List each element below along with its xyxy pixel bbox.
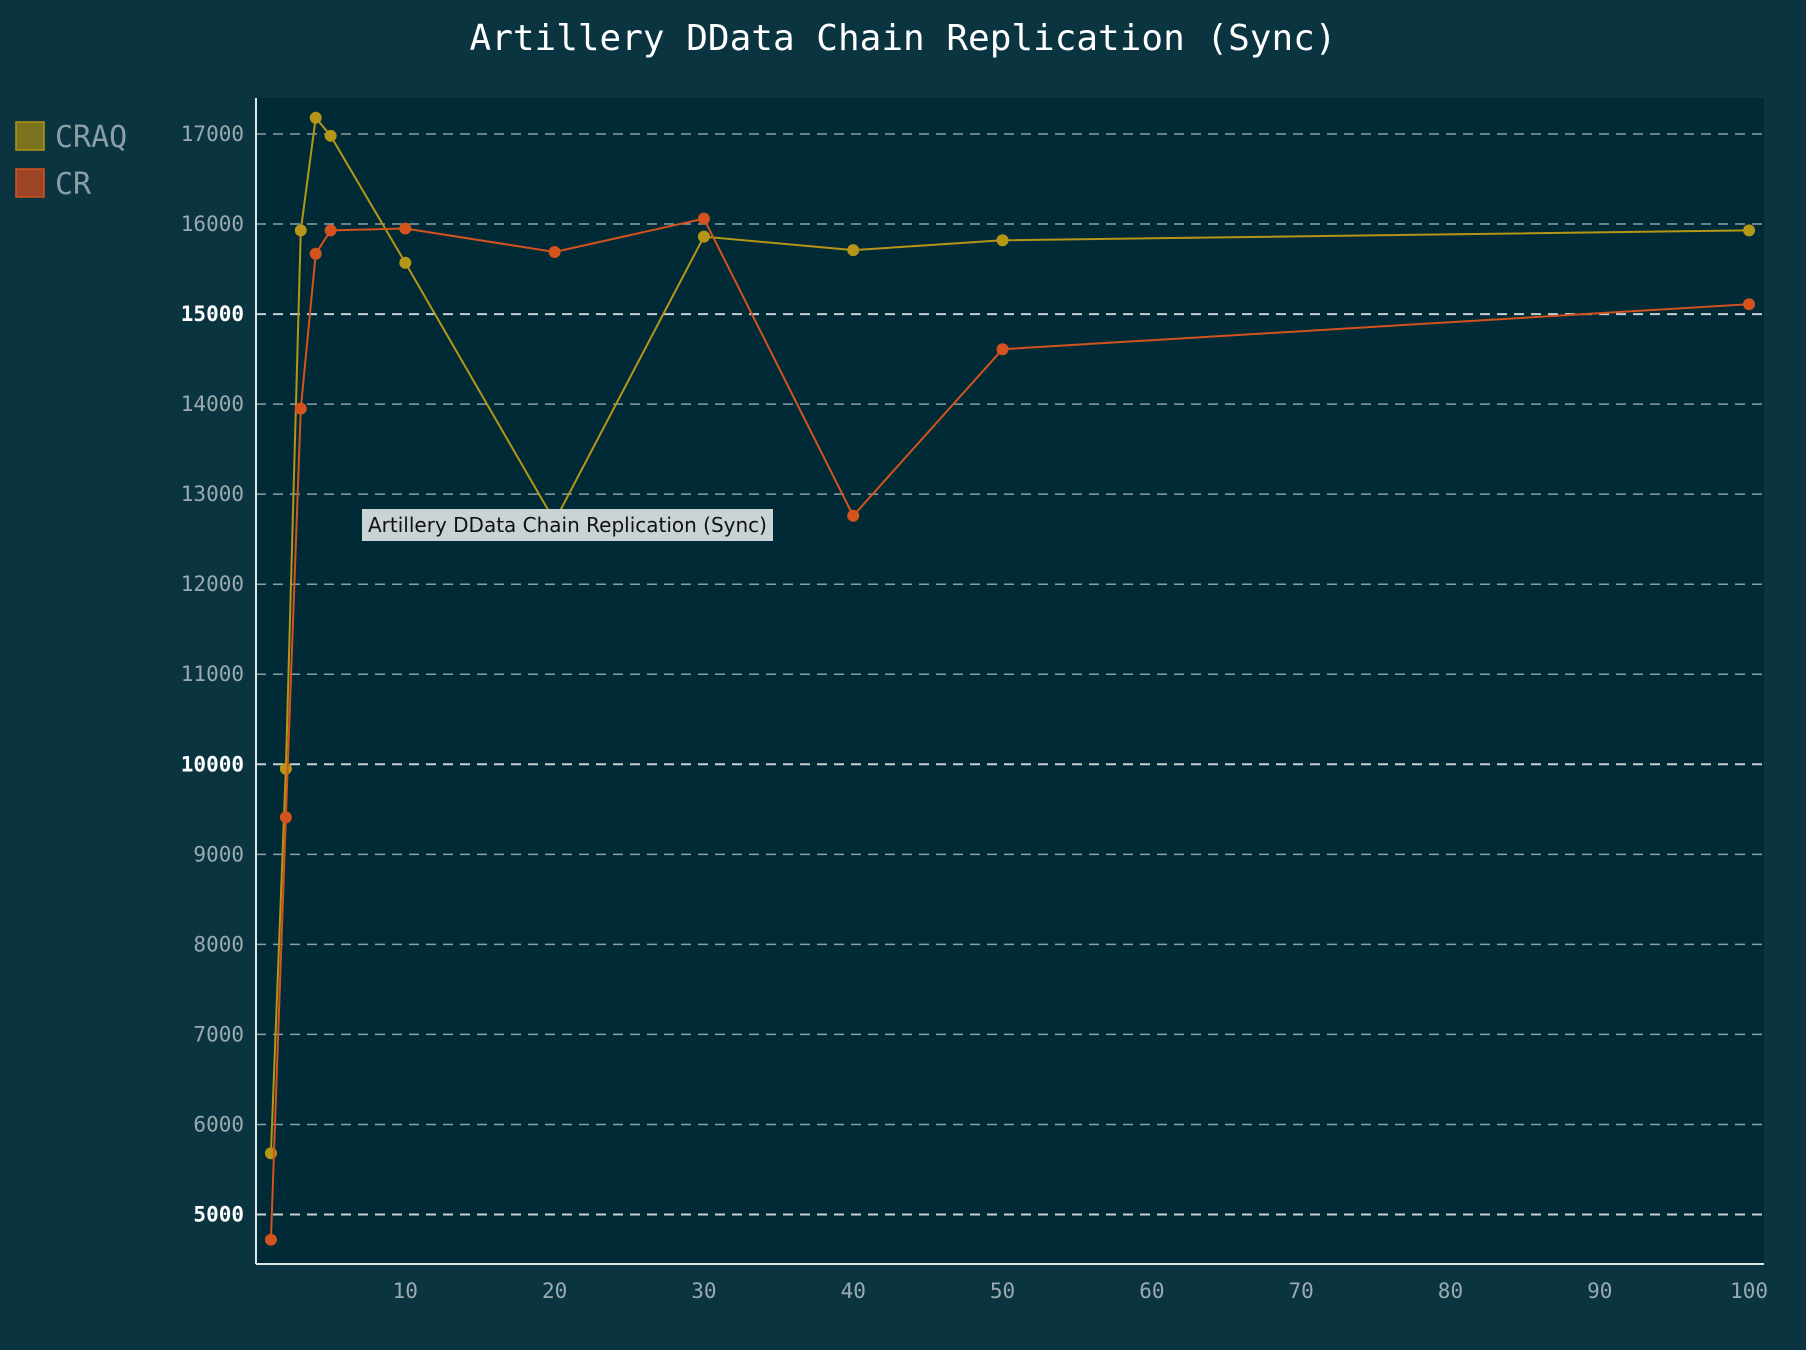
chart-title: Artillery DData Chain Replication (Sync) (470, 18, 1337, 59)
y-tick-label: 7000 (193, 1022, 244, 1046)
y-tick-label: 8000 (193, 932, 244, 956)
tooltip-box (362, 509, 773, 541)
data-point[interactable] (1743, 298, 1756, 311)
data-point[interactable] (294, 402, 307, 415)
data-point[interactable] (996, 234, 1009, 247)
y-tick-label: 16000 (181, 212, 244, 236)
x-tick-label: 60 (1139, 1279, 1164, 1303)
data-point[interactable] (309, 111, 322, 124)
x-tick-label: 100 (1730, 1279, 1768, 1303)
axes (255, 98, 1764, 1265)
x-tick-labels: 10 20 30 40 50 60 70 80 90 100 (393, 1279, 1768, 1303)
data-point[interactable] (697, 230, 710, 243)
grid-lines (256, 133, 1764, 1216)
y-tick-label: 11000 (181, 662, 244, 686)
plot-area (256, 98, 1764, 1264)
legend: CRAQ CR (15, 120, 127, 202)
x-tick-label: 40 (841, 1279, 866, 1303)
data-point[interactable] (324, 224, 337, 237)
data-point[interactable] (279, 762, 292, 775)
data-point[interactable] (399, 256, 412, 269)
y-tick-label: 9000 (193, 842, 244, 866)
data-point[interactable] (279, 811, 292, 824)
data-point[interactable] (548, 245, 561, 258)
data-point[interactable] (697, 212, 710, 225)
y-tick-label: 17000 (181, 122, 244, 146)
y-tick-label: 15000 (181, 302, 244, 326)
x-tick-label: 20 (542, 1279, 567, 1303)
legend-swatch (15, 121, 45, 151)
legend-label: CRAQ (55, 120, 127, 155)
series-layer (264, 111, 1756, 1246)
data-point[interactable] (309, 247, 322, 260)
data-point[interactable] (324, 129, 337, 142)
data-point[interactable] (996, 343, 1009, 356)
y-tick-label: 10000 (181, 752, 244, 776)
y-tick-labels: 5000 6000 7000 8000 9000 10000 11000 12000 13000… (181, 122, 244, 1226)
tooltip-text: Artillery DData Chain Replication (Sync) (368, 513, 767, 537)
legend-swatch (15, 168, 45, 198)
y-tick-label: 5000 (193, 1202, 244, 1226)
y-tick-label: 14000 (181, 392, 244, 416)
legend-label: CR (55, 167, 92, 202)
data-point[interactable] (847, 509, 860, 522)
data-point[interactable] (399, 222, 412, 235)
x-tick-label: 70 (1289, 1279, 1314, 1303)
x-tick-label: 10 (393, 1279, 418, 1303)
data-point[interactable] (1743, 224, 1756, 237)
y-tick-label: 12000 (181, 572, 244, 596)
y-tick-label: 6000 (193, 1112, 244, 1136)
x-tick-label: 90 (1587, 1279, 1612, 1303)
x-tick-label: 50 (990, 1279, 1015, 1303)
series-cr (264, 212, 1756, 1246)
x-tick-label: 80 (1438, 1279, 1463, 1303)
data-point[interactable] (294, 224, 307, 237)
data-point[interactable] (847, 244, 860, 257)
chart-tooltip: Artillery DData Chain Replication (Sync) (362, 509, 773, 541)
data-point[interactable] (264, 1233, 277, 1246)
y-tick-label: 13000 (181, 482, 244, 506)
x-tick-label: 30 (691, 1279, 716, 1303)
